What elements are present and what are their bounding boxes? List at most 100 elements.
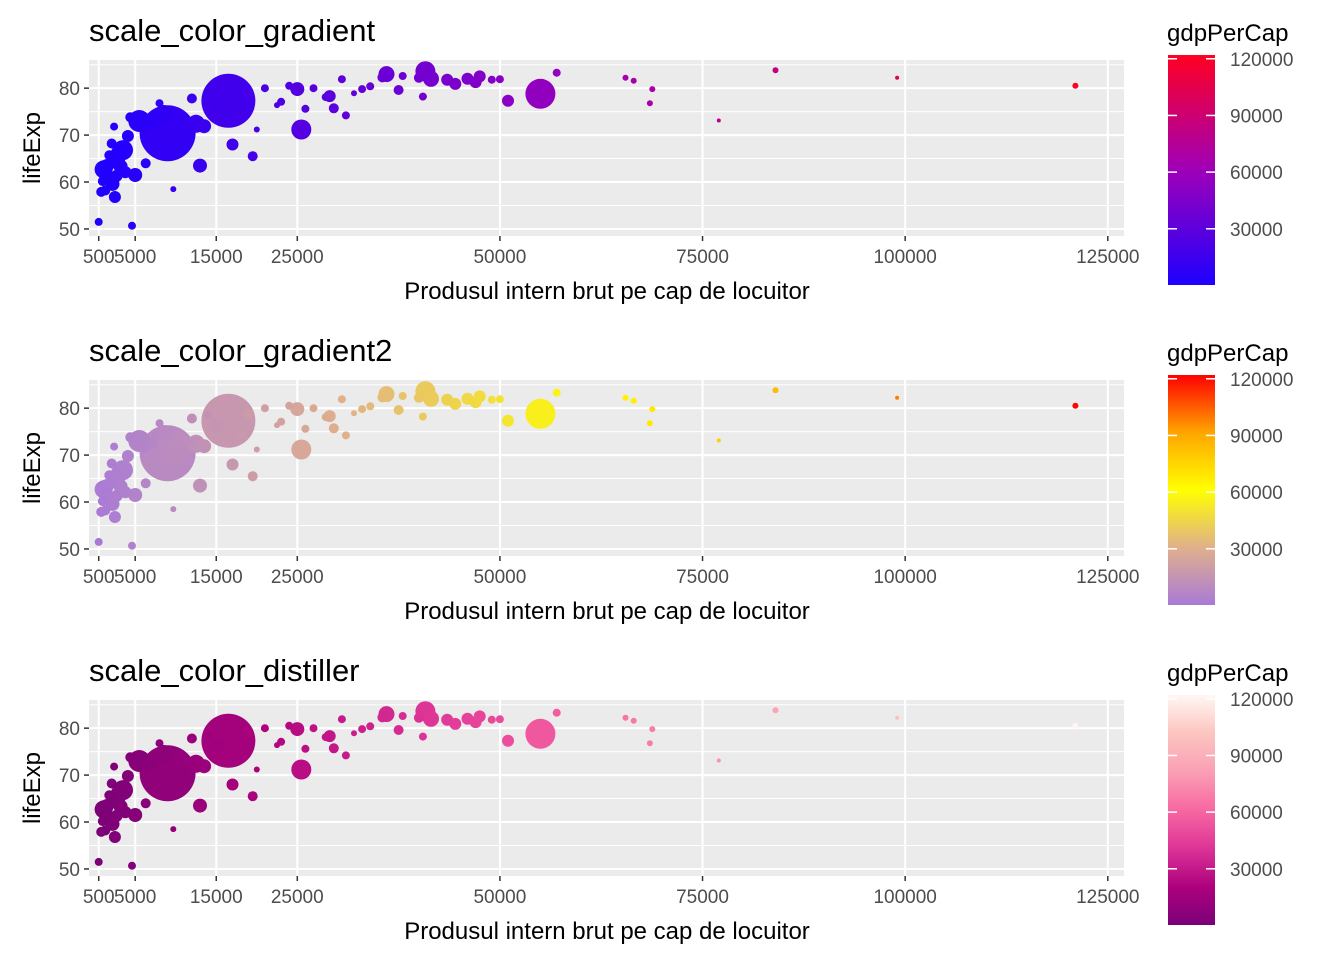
data-point [393,725,404,735]
data-point [247,151,258,162]
data-point [291,119,312,140]
y-tick-label: 50 [59,860,80,881]
data-point [110,442,119,451]
x-tick-label: 15000 [190,247,243,268]
gridlines [89,700,1124,876]
y-axis-ticks: 50 60 70 80 [59,79,89,241]
legend-label: 90000 [1230,746,1283,767]
data-point [121,130,134,142]
data-point [449,397,462,410]
data-point [290,402,305,417]
y-tick-label: 80 [59,719,80,740]
data-point [473,70,486,83]
data-point [290,82,305,97]
legend-title: gdpPerCap [1167,20,1288,47]
data-point [155,739,164,748]
data-point [622,394,629,401]
legend-label: 90000 [1230,426,1283,447]
data-point [366,82,375,91]
data-point [895,75,900,80]
data-point [108,191,121,203]
data-point [552,388,561,397]
data-point [226,778,239,791]
data-point [97,496,108,507]
data-point [377,72,388,83]
data-point [119,166,132,179]
data-point [247,791,258,802]
data-point [646,740,653,747]
data-point [154,745,173,763]
data-point [285,721,294,730]
data-point [274,422,280,429]
data-point [552,68,561,77]
data-point [94,537,103,546]
data-point [253,446,260,453]
data-point [121,450,134,462]
data-point [201,393,256,448]
data-point [398,712,407,720]
legend: gdpPerCap 30000 60000 90000 120000 [1167,20,1293,285]
data-point [215,419,226,430]
data-point [309,84,318,93]
data-point [321,733,330,742]
data-point [145,437,158,450]
points-layer [94,61,1079,230]
y-axis-label: lifeExp [19,432,46,504]
data-point [104,150,115,161]
data-point [649,406,656,413]
data-point [121,770,134,782]
panel-gradient2: scale_color_gradient2 500 5000 15000 25000 5… [19,333,1293,625]
data-point [128,541,136,550]
data-point [204,411,213,420]
points-layer [94,701,1079,870]
data-point [341,751,350,760]
data-point [182,436,193,447]
data-point [170,506,177,513]
data-point [215,99,226,110]
data-point [140,158,151,169]
data-point [247,471,258,482]
y-tick-label: 70 [59,446,80,467]
data-point [366,402,375,411]
data-point [145,117,158,130]
data-point [186,733,197,744]
data-point [113,474,125,487]
data-point [502,94,514,107]
data-point [193,158,207,173]
data-point [301,104,310,113]
legend-label: 30000 [1230,220,1283,241]
y-tick-label: 80 [59,399,80,420]
y-axis-label: lifeExp [19,112,46,184]
data-point [197,439,212,454]
data-point [473,710,486,723]
data-point [204,731,213,740]
data-point [646,100,653,107]
data-point [151,751,160,760]
x-tick-label: 125000 [1076,247,1139,268]
data-point [119,486,132,499]
data-point [358,85,367,94]
data-point [140,798,151,809]
data-point [128,221,136,230]
legend-ticks: 30000 60000 90000 120000 [1168,690,1293,881]
data-point [108,511,121,523]
data-point [328,743,339,754]
legend-label: 120000 [1230,690,1293,711]
x-tick-label: 75000 [676,567,729,588]
data-point [525,78,556,109]
data-point [274,102,280,109]
x-axis-label: Produsul intern brut pe cap de locuitor [404,278,810,305]
data-point [502,414,514,427]
data-point [622,714,629,721]
data-point [182,756,193,767]
data-point [151,431,160,440]
data-point [260,84,269,93]
data-point [366,722,375,731]
data-point [646,420,653,427]
data-point [204,91,213,100]
data-point [260,724,269,733]
data-point [423,70,439,87]
data-point [895,715,900,720]
data-point [201,73,256,128]
y-axis-label: lifeExp [19,752,46,824]
